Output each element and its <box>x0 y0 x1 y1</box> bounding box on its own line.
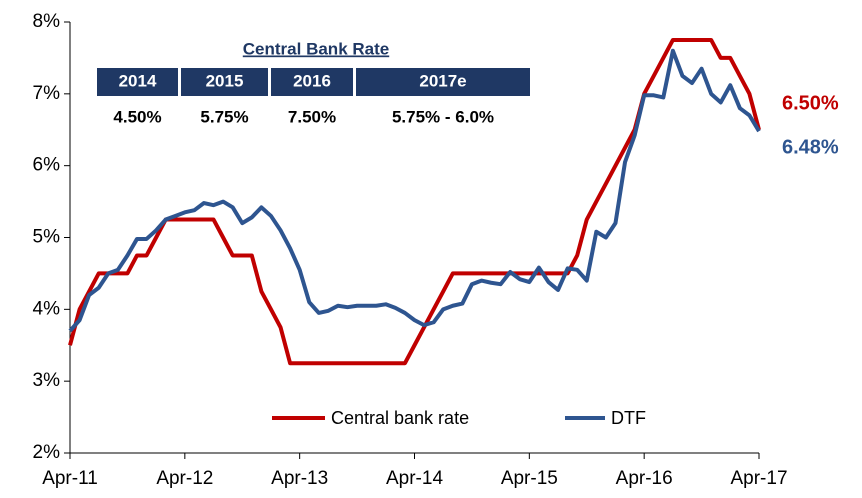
line-series <box>68 48 761 333</box>
table-value: 4.50% <box>113 107 161 126</box>
y-tick-label: 8% <box>33 11 61 32</box>
end-label: 6.48% <box>782 136 839 158</box>
x-tick-label: Apr-12 <box>156 468 213 489</box>
table-header: 2017e <box>419 71 466 90</box>
y-tick-label: 2% <box>33 442 61 463</box>
table-header-cell <box>356 68 530 96</box>
x-tick-label: Apr-17 <box>730 468 787 489</box>
x-tick-label: Apr-14 <box>386 468 443 489</box>
table-header: 2016 <box>293 71 331 90</box>
x-tick-label: Apr-11 <box>42 468 98 489</box>
table-header: 2014 <box>119 71 157 90</box>
table-value: 7.50% <box>288 107 336 126</box>
end-label: 6.50% <box>782 92 839 114</box>
table-header: 2015 <box>206 71 244 90</box>
x-tick-label: Apr-15 <box>501 468 558 489</box>
y-tick-label: 3% <box>33 370 61 391</box>
table-title: Central Bank Rate <box>243 39 389 58</box>
table-value: 5.75% <box>200 107 248 126</box>
table-header-cell <box>97 68 178 96</box>
y-tick-label: 4% <box>33 298 61 319</box>
legend-label: DTF <box>611 408 646 428</box>
y-tick-label: 5% <box>33 227 61 248</box>
table-header-cell <box>181 68 268 96</box>
x-tick-label: Apr-16 <box>616 468 673 489</box>
x-tick-label: Apr-13 <box>271 468 328 489</box>
legend-label: Central bank rate <box>331 408 469 428</box>
y-tick-label: 7% <box>33 83 61 104</box>
table-header-cell <box>271 68 353 96</box>
table-value: 5.75% - 6.0% <box>392 107 494 126</box>
y-tick-label: 6% <box>33 155 61 176</box>
